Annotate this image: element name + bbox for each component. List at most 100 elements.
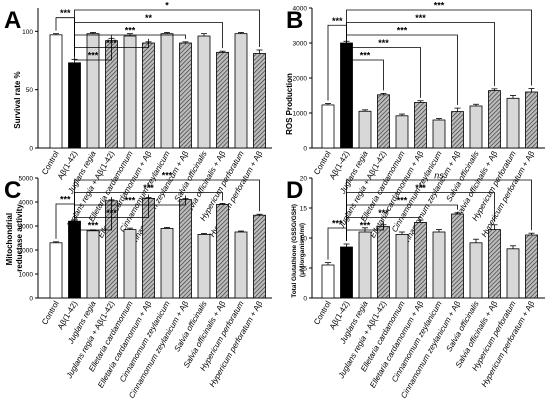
panel-a-bar-cinnamomum-zeylanicum (160, 33, 174, 149)
panel-d-sig-label: *** (332, 219, 343, 229)
panel-d-sig-label: ns (434, 171, 444, 181)
panel-c-bar-a-1-42 (68, 220, 81, 299)
panel-d-sig-label: *** (378, 208, 389, 218)
panel-c-ytick-label: 0 (29, 296, 33, 303)
panel-b-sig-bracket (346, 9, 532, 86)
panel-b-ytick-label: 1000 (293, 111, 308, 118)
panel-a-bar-cinnamomum-zeylanicum-a (179, 42, 192, 149)
panel-c-bar-cinnamomum-zeylanicum-a (179, 199, 192, 299)
panel-letter-d: D (286, 177, 303, 204)
panel-d-bar-a-1-42 (340, 246, 353, 299)
panel-c-bar-juglans-regia (86, 230, 100, 299)
panel-d-bar-elletaria-cardamomum-a (414, 221, 427, 299)
panel-a-ylabel: Survival rate % (13, 71, 22, 128)
panel-d-ytick-label: 5 (303, 266, 307, 273)
panel-b-ytick-label: 4000 (293, 6, 308, 13)
panel-c-ytick-label: 5000 (19, 176, 34, 183)
panel-b-sig-label: *** (415, 13, 426, 23)
panel-b-bar-cinnamomum-zeylanicum-a (451, 111, 464, 149)
panel-d-bar-cinnamomum-zeylanicum (432, 231, 446, 299)
panel-b-bar-cinnamomum-zeylanicum (432, 119, 446, 149)
panel-d-ytick-label: 10 (300, 236, 308, 243)
panel-d-bar-hypericum-perforatum-a (525, 234, 538, 299)
panel-b-bar-juglans-regia (358, 110, 372, 149)
panel-d-bar-hypericum-perforatum (506, 248, 520, 299)
panel-c-sig-label: *** (106, 208, 117, 218)
panel-b-ytick-label: 2000 (293, 76, 308, 83)
panel-b-bar-elletaria-cardamomum-a (414, 102, 427, 149)
panel-a-ytick-label: 100 (22, 29, 33, 36)
panel-b-bar-hypericum-perforatum (506, 97, 520, 149)
panel-b-bar-juglans-regia-a-1-42 (377, 94, 390, 149)
panel-a-sig-label: * (165, 1, 169, 11)
panel-d-bar-juglans-regia (358, 231, 372, 299)
panel-a-sig-label: *** (106, 38, 117, 48)
panel-a-bar-salvia-officinalis (197, 35, 211, 149)
panel-b-sig-label: *** (434, 1, 445, 11)
panel-d-ytick-label: 15 (300, 206, 308, 213)
panel-a-bar-hypericum-perforatum (234, 33, 248, 149)
panel-c-ytick-label: 1000 (19, 272, 34, 279)
panel-a-ytick-label: 50 (26, 87, 34, 94)
panel-c-sig-bracket (74, 179, 260, 217)
panel-b-sig-bracket (346, 38, 384, 91)
panel-d-ylabel-line-1: Total Glutathione (GSSG/GSH) (291, 204, 298, 298)
panel-d-bar-cinnamomum-zeylanicum-a (451, 213, 464, 299)
panel-a-sig-label: ** (145, 13, 153, 23)
panel-d-ylabel-line-2: (μM/organism/ml) (299, 223, 306, 277)
panel-a-bar-a-1-42 (68, 62, 81, 149)
panel-d-sig-bracket (346, 179, 532, 241)
panel-a-bar-elletaria-cardamomum-a (142, 42, 155, 149)
panel-a-sig-label: *** (125, 26, 136, 36)
panel-c-bar-salvia-officinalis (197, 233, 211, 299)
panel-a-bar-salvia-officinalis-a (216, 51, 229, 149)
panel-letter-c: C (4, 177, 21, 204)
panel-a-bar-elletaria-cardamomum (123, 35, 137, 149)
panel-a-bar-hypericum-perforatum-a (253, 53, 266, 149)
panel-c-ylabel: Mitochondrial reductase activity (5, 204, 24, 272)
panel-c-sig-bracket (74, 194, 149, 218)
panel-b-sig-label: *** (332, 16, 343, 26)
panel-d-bar-salvia-officinalis-a (488, 229, 501, 299)
panel-c-sig-label: *** (162, 171, 173, 181)
panel-b-ylabel: ROS Production (285, 73, 294, 135)
panel-c-bar-hypericum-perforatum-a (253, 214, 266, 299)
panel-b-ytick-label: 0 (303, 146, 307, 153)
panel-b-sig-label: *** (397, 26, 408, 36)
panel-b: B ROS Production 01000200030004000Contro… (285, 1, 545, 250)
panel-c-ytick-label: 2000 (19, 248, 34, 255)
panel-b-sig-bracket (346, 34, 458, 106)
panel-b-bar-control (321, 104, 335, 149)
panel-b-sig-label: *** (360, 51, 371, 61)
panel-b-ytick-label: 3000 (293, 41, 308, 48)
panel-c-ylabel-line-1: Mitochondrial (5, 213, 14, 265)
panel-a-sig-bracket (74, 9, 260, 57)
panel-b-bar-hypericum-perforatum-a (525, 91, 538, 149)
panel-c-ytick-label: 4000 (19, 200, 34, 207)
panel-a-bar-control (49, 34, 63, 149)
panel-c-sig-bracket (74, 196, 112, 231)
panel-a-sig-label: *** (88, 51, 99, 61)
panel-c-sig-label: *** (88, 221, 99, 231)
panel-b-sig-label: *** (378, 38, 389, 48)
panel-b-sig-bracket (346, 38, 421, 98)
panel-a-sig-label: *** (60, 8, 71, 18)
panel-c-bar-cinnamomum-zeylanicum (160, 227, 174, 299)
panel-d-sig-label: *** (397, 196, 408, 206)
panel-d-ytick-label: 20 (300, 176, 308, 183)
panel-d-bar-salvia-officinalis (469, 242, 483, 299)
panel-a: A Survival rate % 050100ControlAβ(1-42)J… (4, 1, 272, 250)
panel-b-bar-salvia-officinalis (469, 105, 483, 149)
panel-d-bar-control (321, 264, 335, 299)
panel-c-ytick-label: 3000 (19, 224, 34, 231)
panel-c-sig-label: *** (143, 183, 154, 193)
panel-d-ytick-label: 0 (303, 296, 307, 303)
panel-letter-a: A (4, 7, 21, 34)
panel-d-bar-elletaria-cardamomum (395, 233, 409, 299)
panel-c-bar-salvia-officinalis-a (216, 203, 229, 299)
panel-c-ylabel-line-2: reductase activity (15, 204, 24, 272)
panel-c-bar-elletaria-cardamomum (123, 229, 137, 299)
panel-letter-b: B (286, 7, 303, 34)
panel-d-bar-juglans-regia-a-1-42 (377, 226, 390, 299)
